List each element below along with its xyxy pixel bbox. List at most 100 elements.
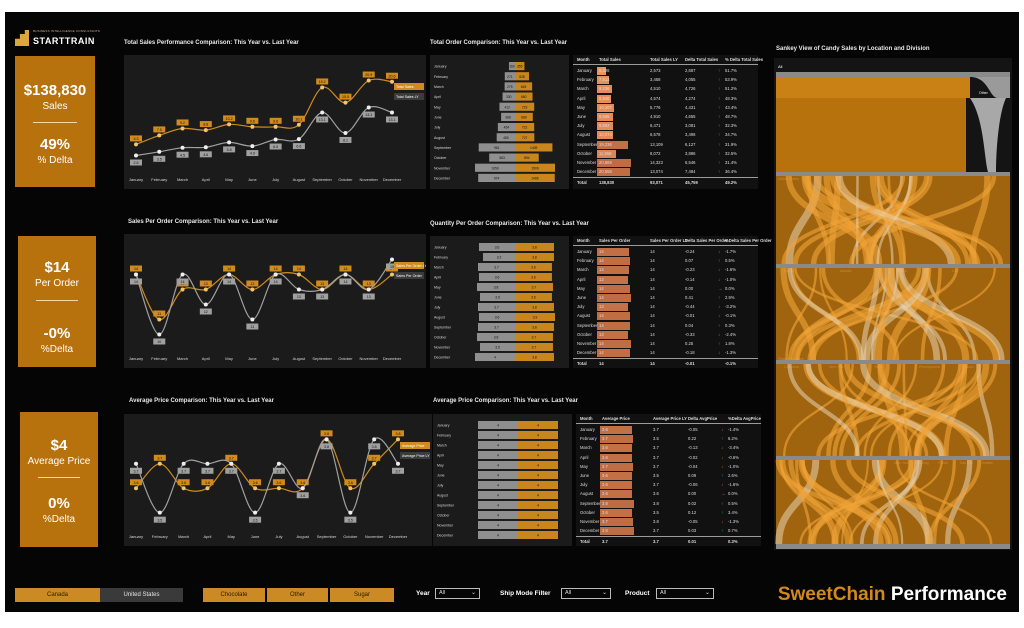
- table-cell: 3.8: [602, 500, 608, 506]
- column-header[interactable]: Month: [577, 238, 590, 243]
- division-slicer-chocolate[interactable]: Chocolate: [203, 588, 266, 602]
- kpi-card-average-price[interactable]: $4 Average Price 0% %Delta: [20, 412, 98, 547]
- kpi-card-per-order[interactable]: $14 Per Order -0% %Delta: [18, 236, 96, 367]
- year-filter-dropdown[interactable]: All ⌄: [435, 588, 480, 599]
- dashboard-title-part2: Performance: [885, 584, 1007, 605]
- sankey-link: [798, 459, 884, 545]
- data-label: 13.1: [319, 118, 326, 122]
- tornado-bar-ly: [478, 481, 518, 489]
- data-label: 3.6: [205, 481, 210, 485]
- data-bar: [600, 462, 633, 471]
- table-row[interactable]: May 10,207 5,776 4,431 43.4% ↑: [573, 103, 758, 113]
- total-cell: 14: [650, 361, 655, 367]
- table-row[interactable]: April 8,848 4,574 4,274 48.3% ↑: [573, 94, 758, 104]
- data-label-box: [272, 467, 285, 474]
- country-slicer-canada[interactable]: Canada: [15, 588, 100, 602]
- table-row[interactable]: February 14 14 0.07 0.5% ↑: [573, 256, 758, 266]
- x-tick-label: September: [312, 356, 332, 361]
- table-row[interactable]: February 7,513 3,458 4,055 53.9% ↑: [573, 75, 758, 85]
- table-row[interactable]: June 3.6 3.5 0.09 2.6% ↑: [576, 471, 761, 481]
- column-header[interactable]: Average Price LY: [653, 416, 687, 421]
- tornado-value-ly: 1059: [491, 166, 499, 170]
- data-label: 10.1: [295, 117, 302, 121]
- table-row[interactable]: October 13 14 -0.33 -2.4% ↓: [573, 330, 758, 340]
- table-row[interactable]: June 14 14 0.41 2.9% ↑: [573, 293, 758, 303]
- country-slicer-united-states[interactable]: United States: [100, 588, 183, 602]
- table-row[interactable]: January 3.6 3.7 -0.05 -1.4% ↓: [576, 425, 761, 435]
- table-row[interactable]: December 3.8 3.7 0.03 0.7% ↑: [576, 526, 761, 536]
- division-slicer-sugar[interactable]: Sugar: [330, 588, 394, 602]
- table-row[interactable]: January 14 14 -0.24 -1.7% ↓: [573, 247, 758, 257]
- data-point: [343, 100, 348, 105]
- table-row[interactable]: September 19,236 13,109 6,127 31.9% ↑: [573, 140, 758, 150]
- ship-mode-filter-dropdown[interactable]: All ⌄: [561, 588, 611, 599]
- table-cell: 3,458: [650, 77, 661, 83]
- table-row[interactable]: May 14 14 0.00 0.0% →: [573, 284, 758, 294]
- column-header[interactable]: Month: [580, 416, 593, 421]
- table-cell: 1.8%: [725, 341, 735, 346]
- table-row[interactable]: November 3.7 3.8 -0.05 -1.3% ↓: [576, 517, 761, 527]
- column-header[interactable]: Delta AvgPrice: [688, 416, 718, 421]
- column-header[interactable]: Total Sales LY: [650, 57, 678, 62]
- table-row[interactable]: July 9,552 6,471 3,081 32.3% ↑: [573, 121, 758, 131]
- kpi-card-sales[interactable]: $138,830 Sales 49% % Delta: [15, 56, 95, 187]
- kpi-value: $138,830: [23, 82, 87, 99]
- tornado-month-label: April: [434, 276, 441, 280]
- data-label-box: [177, 479, 190, 486]
- table-row[interactable]: November 14 14 0.25 1.8% ↑: [573, 339, 758, 349]
- table-row[interactable]: June 9,565 4,910 4,655 48.7% ↑: [573, 112, 758, 122]
- column-header[interactable]: %Delta Sales Per Order: [725, 238, 772, 243]
- avgp-matrix-table[interactable]: Month Average Price Average Price LY Delta …: [576, 414, 761, 546]
- table-row[interactable]: March 3.6 3.7 -0.13 -3.4% ↓: [576, 443, 761, 453]
- table-row[interactable]: July 3.6 3.7 -0.06 -1.6% ↓: [576, 480, 761, 490]
- table-row[interactable]: November 20,869 14,323 6,546 31.4% ↑: [573, 158, 758, 168]
- table-cell: 4,431: [685, 104, 696, 110]
- column-header[interactable]: Total Sales: [599, 57, 621, 62]
- column-header[interactable]: Sales Per Order: [599, 238, 631, 243]
- data-label-box: [153, 454, 166, 461]
- column-header[interactable]: % Delta Total Sales: [725, 57, 764, 62]
- table-row[interactable]: September 14 14 0.04 0.3% ↑: [573, 321, 758, 331]
- column-header[interactable]: Delta Total Sales: [685, 57, 719, 62]
- column-header[interactable]: Average Price: [602, 416, 630, 421]
- table-row[interactable]: October 11,958 8,072 3,886 32.5% ↑: [573, 149, 758, 159]
- table-cell: 13,109: [650, 141, 663, 147]
- table-row[interactable]: August 14 14 -0.01 -0.1% ↓: [573, 311, 758, 321]
- column-header[interactable]: Delta Sales Per Order: [685, 238, 728, 243]
- table-row[interactable]: May 3.7 3.7 -0.04 -1.0% ↓: [576, 462, 761, 472]
- tornado-bar-ly: [478, 501, 518, 509]
- product-filter-dropdown[interactable]: All ⌄: [656, 588, 714, 599]
- division-slicer-other[interactable]: Other: [267, 588, 329, 602]
- data-label-box: [225, 454, 238, 461]
- table-row[interactable]: July 13 14 -0.44 -3.2% ↓: [573, 302, 758, 312]
- spo-matrix-table[interactable]: Month Sales Per Order Sales Per Order LY De…: [573, 236, 772, 368]
- table-row[interactable]: January 5,326 2,573 2,687 51.7% ↑: [573, 66, 758, 76]
- table-row[interactable]: December 14 14 -0.18 -1.3% ↓: [573, 348, 758, 358]
- column-header[interactable]: Sales Per Order LY: [650, 238, 688, 243]
- tornado-month-label: April: [434, 95, 441, 99]
- product-filter-label: Product: [625, 590, 650, 597]
- table-row[interactable]: December 20,558 13,074 7,484 36.4% ↑: [573, 167, 758, 177]
- sales-matrix-table[interactable]: Month Total Sales Total Sales LY Delta Tota…: [573, 55, 763, 189]
- data-label-box: [201, 467, 214, 474]
- table-row[interactable]: August 10,074 6,578 3,496 34.7% ↑: [573, 130, 758, 140]
- table-cell: -0.04: [688, 463, 698, 469]
- table-row[interactable]: September 3.8 3.8 0.02 0.5% ↑: [576, 499, 761, 509]
- table-row[interactable]: October 3.6 3.5 0.12 3.4% ↑: [576, 508, 761, 518]
- data-bar: [597, 330, 629, 339]
- table-row[interactable]: April 13 14 -0.14 -1.0% ↓: [573, 275, 758, 285]
- table-row[interactable]: April 3.6 3.7 -0.02 -0.6% ↓: [576, 453, 761, 463]
- tornado-bar-ly: [478, 143, 515, 152]
- data-point: [348, 486, 353, 491]
- table-row[interactable]: March 9,236 4,510 4,726 51.2% ↑: [573, 84, 758, 94]
- column-header[interactable]: %Delta AvgPrice: [728, 416, 761, 421]
- table-row[interactable]: March 14 14 -0.23 -1.6% ↓: [573, 265, 758, 275]
- table-row[interactable]: August 3.6 3.6 0.00 0.0% →: [576, 489, 761, 499]
- spo-line-chart: 14 11 13 13 14 13 14 14 13 14 13 14 14 10 14 12 14 11 14 13…: [129, 257, 427, 361]
- table-row[interactable]: February 3.7 3.5 0.22 6.2% ↑: [576, 434, 761, 444]
- table-cell: 3.8: [653, 500, 659, 506]
- tornado-value-ty: 528: [519, 75, 525, 79]
- column-header[interactable]: Month: [577, 57, 590, 62]
- tornado-month-label: March: [437, 444, 447, 448]
- tornado-value-ty: 3.8: [532, 326, 537, 330]
